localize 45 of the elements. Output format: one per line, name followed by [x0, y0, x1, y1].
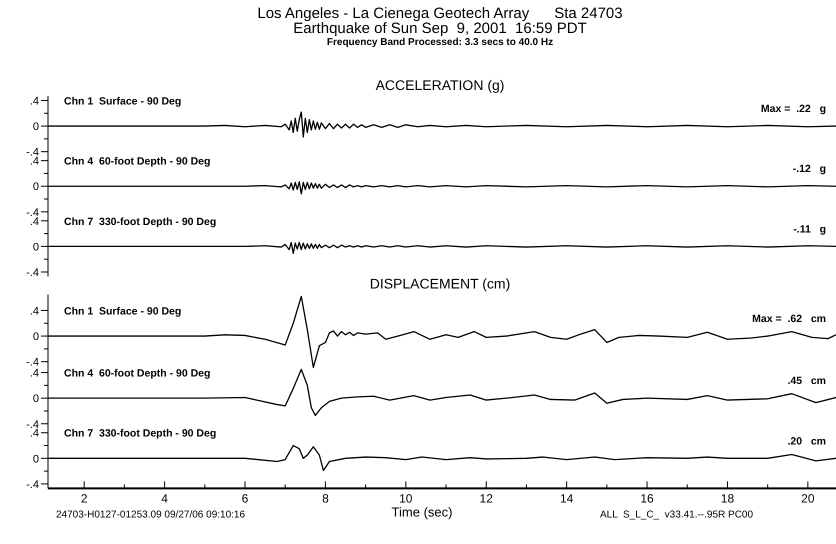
y-tick-label: 0 [32, 453, 39, 466]
annotation: Max = .62 cm [752, 313, 826, 326]
annotation: -.11 g [793, 223, 826, 236]
annotation: .20 cm [787, 435, 826, 448]
x-tick-label: 18 [720, 491, 734, 506]
x-axis-title: Time (sec) [392, 504, 452, 520]
text: 24703-H0127-01253.09 09/27/06 09:10:16 [56, 509, 246, 520]
annotation: -.12 g [792, 163, 826, 176]
x-tick-label: 10 [399, 491, 413, 506]
x-tick-label: 20 [801, 491, 815, 506]
x-tick-label: 2 [80, 491, 88, 506]
y-tick-label: -.4 [26, 478, 39, 491]
text: Earthquake of Sun Sep 9, 2001 16:59 PDT [293, 20, 587, 37]
y-tick-label: .4 [30, 305, 39, 318]
text: Chn 1 Surface - 90 Deg [64, 305, 182, 318]
text: Frequency Band Processed: 3.3 secs to 40.0 Hz [326, 37, 554, 48]
x-tick-label: 4 [161, 491, 168, 506]
y-tick-label: .4 [30, 95, 39, 108]
y-tick-label: .4 [30, 368, 39, 380]
x-tick-label: 8 [322, 491, 330, 506]
y-tick-label: 0 [32, 181, 39, 194]
annotation: Max = .22 g [760, 103, 826, 116]
y-tick-label: .4 [30, 216, 39, 228]
chart-title: Chn 7 330-foot Depth - 90 Deg [64, 428, 216, 440]
chart-title: Chn 7 330-foot Depth - 90 Deg [64, 216, 216, 228]
x-tick-label: 14 [560, 491, 574, 506]
text: ALL S_L_C_ v33.41.--.95R PC00 [600, 509, 754, 520]
y-tick-label: -.4 [26, 356, 39, 369]
x-tick-label: 6 [242, 491, 249, 506]
y-tick-label: 0 [32, 121, 39, 134]
x-tick-label: 12 [480, 491, 494, 506]
annotation: .45 cm [787, 375, 826, 388]
y-tick-label: .4 [30, 428, 39, 440]
text: Los Angeles - La Cienega Geotech Array Sta 24703 [257, 5, 623, 22]
y-tick-label: .4 [30, 156, 39, 168]
chart-title: Chn 4 60-foot Depth - 90 Deg [64, 156, 210, 168]
chart-title: Chn 1 Surface - 90 Deg [64, 95, 182, 108]
y-tick-label: -.4 [26, 267, 39, 279]
x-tick-label: 16 [640, 491, 654, 506]
y-tick-label: 0 [32, 393, 39, 406]
y-tick-label: 0 [32, 241, 39, 254]
chart-title: Chn 4 60-foot Depth - 90 Deg [64, 368, 210, 380]
chart-subtitle: DISPLACEMENT (cm) [370, 275, 510, 292]
chart-subtitle: ACCELERATION (g) [376, 77, 504, 93]
y-tick-label: 0 [32, 331, 39, 344]
